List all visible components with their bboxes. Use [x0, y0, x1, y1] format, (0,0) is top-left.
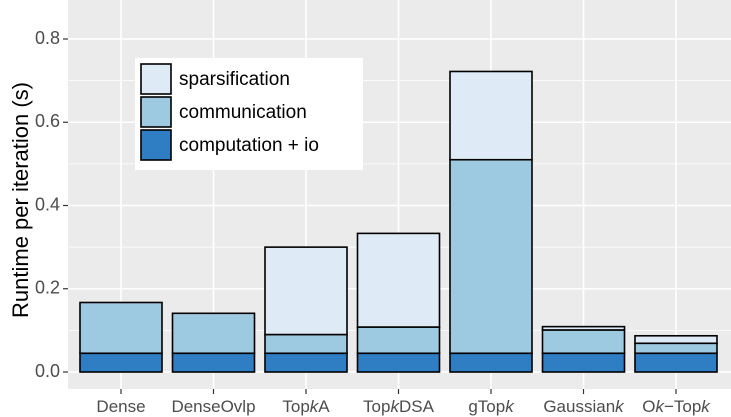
- bar-segment: [541, 329, 626, 355]
- legend-swatch: [140, 63, 172, 95]
- x-tick-label: gTopk: [468, 397, 515, 416]
- y-tick-label: 0.2: [35, 278, 60, 298]
- bar-segment: [634, 342, 718, 355]
- bar-stack: [356, 232, 441, 373]
- x-tick-label: Dense: [96, 397, 145, 416]
- legend-label: communication: [179, 102, 307, 123]
- bar-segment: [171, 312, 256, 355]
- bar-stack: [634, 334, 718, 373]
- y-axis-title: Runtime per iteration (s): [8, 82, 33, 318]
- legend-swatch: [140, 129, 172, 161]
- bar-stack: [541, 325, 626, 373]
- bar-segment: [449, 158, 533, 355]
- x-tick-label: DenseOvlp: [171, 397, 255, 416]
- y-tick-label: 0.8: [35, 28, 60, 48]
- bar-segment: [79, 301, 163, 355]
- bar-segment: [79, 352, 163, 373]
- bar-stack: [449, 70, 533, 373]
- bar-segment: [356, 326, 441, 355]
- bar-stack: [264, 246, 348, 373]
- x-axis-ticks: Dense DenseOvlp TopkA TopkDSA gTopk Gaussiank…: [96, 389, 711, 416]
- bar-segment: [634, 352, 718, 373]
- legend-label: sparsification: [179, 69, 290, 90]
- bar-segment: [264, 246, 348, 336]
- bars: [79, 70, 718, 373]
- x-tick-label: Gaussiank: [543, 397, 625, 416]
- x-tick-label: TopkA: [282, 397, 330, 416]
- bar-segment: [264, 352, 348, 373]
- y-tick-label: 0.4: [35, 194, 60, 214]
- bar-segment: [356, 232, 441, 328]
- bar-stack: [79, 301, 163, 373]
- bar-segment: [449, 70, 533, 161]
- y-tick-label: 0.0: [35, 361, 60, 381]
- x-tick-label: TopkDSA: [363, 397, 435, 416]
- bar-segment: [541, 352, 626, 373]
- bar-segment: [356, 352, 441, 373]
- y-tick-label: 0.6: [35, 111, 60, 131]
- legend-label: computation + io: [179, 135, 319, 156]
- bar-segment: [449, 352, 533, 373]
- x-tick-label: Ok−Topk: [642, 397, 711, 416]
- bar-stack: [171, 312, 256, 373]
- y-axis-ticks: 0.0 0.2 0.4 0.6 0.8: [35, 28, 68, 381]
- legend-swatch: [140, 96, 172, 128]
- legend-box: [135, 58, 363, 170]
- bar-segment: [171, 352, 256, 373]
- bar-segment: [634, 334, 718, 345]
- legend: sparsification communication computation +…: [135, 58, 363, 170]
- bar-segment: [264, 333, 348, 355]
- bar-segment: [541, 325, 626, 331]
